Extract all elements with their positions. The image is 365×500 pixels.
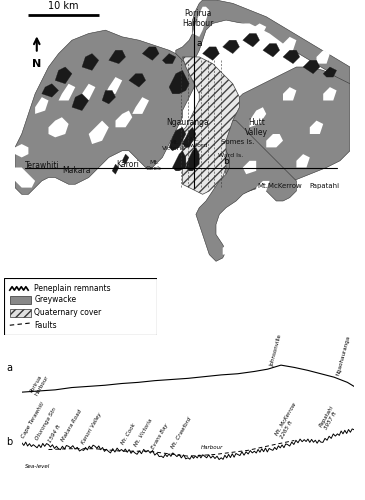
Text: Quaternary cover: Quaternary cover [34,308,101,317]
Polygon shape [182,128,196,148]
Polygon shape [115,110,132,128]
Polygon shape [122,154,129,164]
Polygon shape [256,181,270,194]
Text: Mt.
Victoria: Mt. Victoria [162,140,186,151]
Polygon shape [250,107,266,128]
Polygon shape [243,161,256,174]
Polygon shape [209,30,226,47]
Text: N: N [32,58,41,68]
Text: Ngauranga: Ngauranga [166,118,209,128]
Text: Mt.
Cook: Mt. Cook [146,160,162,171]
Polygon shape [169,128,186,151]
Polygon shape [310,120,323,134]
Text: Karori: Karori [116,160,139,168]
Polygon shape [15,144,28,158]
Polygon shape [203,47,219,60]
Text: Porirua
Harbour: Porirua Harbour [182,8,213,28]
Polygon shape [109,50,126,64]
Text: 10 km: 10 km [48,0,79,10]
Bar [10,308,31,316]
Polygon shape [169,70,189,94]
Polygon shape [112,164,119,174]
Polygon shape [316,50,330,64]
Polygon shape [15,168,35,188]
Polygon shape [49,117,69,138]
Polygon shape [89,120,109,144]
Polygon shape [42,84,58,97]
Text: Greywacke: Greywacke [34,296,76,304]
Polygon shape [243,34,260,47]
Polygon shape [263,44,280,57]
Polygon shape [132,97,149,114]
Text: Harbour: Harbour [201,446,224,450]
Polygon shape [82,54,99,70]
Polygon shape [35,97,49,114]
Text: Hutt
Valley: Hutt Valley [245,118,268,137]
Text: Mt. McKerrow
2265 ft: Mt. McKerrow 2265 ft [275,402,303,440]
Text: Oturonga Stn: Oturonga Stn [34,407,57,442]
Text: Mt. Victoria: Mt. Victoria [134,418,154,447]
Text: Mt.McKerrow: Mt.McKerrow [257,182,302,188]
Text: Mt.
Crawford: Mt. Crawford [180,137,208,148]
Polygon shape [55,67,72,84]
Polygon shape [162,54,176,64]
Text: Faults: Faults [34,320,57,330]
Text: Mt. Crawford: Mt. Crawford [170,416,192,450]
Text: Ngaohauranga: Ngaohauranga [336,335,351,376]
Text: Mr. Cook: Mr. Cook [120,422,137,446]
Polygon shape [182,57,239,194]
Polygon shape [142,47,159,60]
Text: Papatahi: Papatahi [310,182,340,188]
Polygon shape [193,6,209,37]
Text: b: b [6,437,12,447]
Text: Kanori Valley: Kanori Valley [81,412,103,446]
Text: Cape Terawhiti: Cape Terawhiti [21,401,46,439]
Polygon shape [323,87,337,101]
Text: Ward Is.: Ward Is. [218,154,243,158]
Polygon shape [78,84,95,100]
Polygon shape [283,87,296,101]
Polygon shape [283,37,296,51]
Text: a: a [197,39,202,48]
Text: Somes Is.: Somes Is. [221,140,254,145]
Polygon shape [229,24,303,64]
Polygon shape [102,90,115,104]
Polygon shape [72,94,89,110]
Text: Makara Road: Makara Road [61,408,83,442]
Polygon shape [223,40,239,54]
Polygon shape [223,241,233,254]
Polygon shape [105,77,122,94]
Polygon shape [129,74,146,87]
Text: 1594 ft: 1594 ft [47,424,62,444]
Text: a: a [6,363,12,373]
Polygon shape [296,154,310,168]
Polygon shape [172,151,186,171]
Text: Johnsonville: Johnsonville [269,334,283,368]
Text: Makara: Makara [63,166,91,175]
Polygon shape [58,84,75,100]
Polygon shape [250,24,266,40]
Text: Papatahi
3957 ft: Papatahi 3957 ft [318,404,339,430]
Polygon shape [303,60,320,74]
Polygon shape [196,120,296,262]
Text: Terawhiti: Terawhiti [25,162,60,170]
Polygon shape [323,67,337,77]
Text: Peneplain remnants: Peneplain remnants [34,284,111,293]
Polygon shape [283,50,300,64]
Polygon shape [266,134,283,147]
Text: Sea-level: Sea-level [25,464,50,469]
Bar [10,296,31,304]
Text: Porirua
Harbour: Porirua Harbour [28,372,49,396]
Text: b: b [223,157,228,166]
Polygon shape [223,67,350,194]
Polygon shape [15,30,199,194]
Polygon shape [176,0,350,87]
Polygon shape [186,148,199,171]
Text: Evans Bay: Evans Bay [150,423,169,450]
